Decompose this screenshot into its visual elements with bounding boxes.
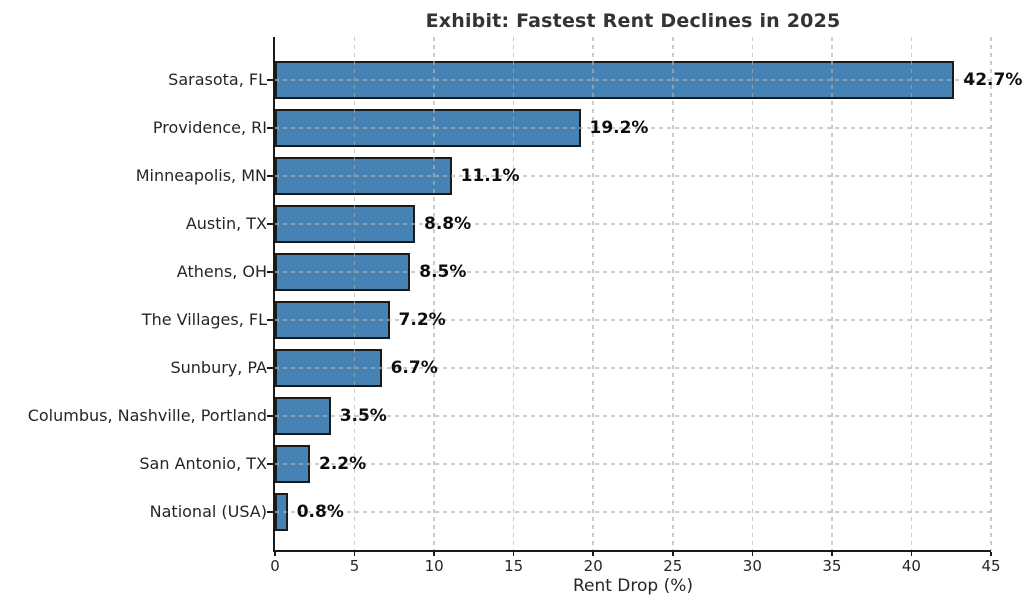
x-tick-mark: [672, 552, 674, 556]
bar-value-label: 8.5%: [419, 262, 467, 282]
x-gridline: [990, 37, 992, 550]
x-gridline: [433, 37, 435, 550]
x-gridline: [672, 37, 674, 550]
x-tick-mark: [353, 552, 356, 556]
y-gridline: [275, 511, 991, 513]
y-axis-spine: [273, 37, 275, 552]
x-tick-mark: [512, 552, 515, 556]
x-tick-label: 35: [822, 557, 842, 575]
bar-value-label: 6.7%: [390, 358, 438, 378]
category-label: Austin, TX: [185, 214, 267, 233]
y-tick-mark: [267, 511, 273, 513]
y-tick-mark: [267, 127, 273, 129]
bar-value-label: 11.1%: [460, 166, 520, 186]
x-tick-label: 0: [270, 557, 280, 575]
y-tick-mark: [267, 367, 273, 369]
x-gridline: [751, 37, 754, 550]
y-tick-mark: [267, 415, 273, 417]
y-gridline: [275, 415, 991, 417]
x-tick-label: 15: [504, 557, 524, 575]
category-label: Sunbury, PA: [170, 358, 267, 377]
category-label: Sarasota, FL: [168, 70, 267, 89]
x-tick-label: 30: [742, 557, 762, 575]
bar-value-label: 19.2%: [589, 118, 649, 138]
bar-value-label: 2.2%: [319, 454, 367, 474]
x-tick-label: 25: [663, 557, 683, 575]
bar-value-label: 7.2%: [398, 310, 446, 330]
y-gridline: [275, 319, 991, 321]
x-axis-label: Rent Drop (%): [572, 576, 694, 596]
x-tick-label: 5: [349, 557, 360, 575]
category-label: The Villages, FL: [141, 310, 267, 329]
y-tick-mark: [267, 271, 273, 273]
y-gridline: [275, 463, 991, 465]
x-gridline: [512, 37, 515, 550]
bar-value-label: 8.8%: [424, 214, 472, 234]
category-label: Minneapolis, MN: [135, 166, 267, 185]
y-tick-mark: [267, 223, 273, 225]
y-tick-mark: [267, 175, 273, 177]
x-axis-spine: [273, 550, 991, 552]
x-tick-mark: [274, 552, 276, 556]
x-tick-mark: [910, 552, 913, 556]
y-gridline: [275, 127, 991, 129]
x-tick-label: 40: [901, 557, 921, 575]
x-tick-mark: [831, 552, 833, 556]
x-tick-label: 20: [583, 557, 603, 575]
y-gridline: [275, 175, 991, 177]
bar-value-label: 42.7%: [963, 70, 1023, 90]
category-label: Athens, OH: [176, 262, 267, 281]
x-tick-label: 10: [424, 557, 444, 575]
x-gridline: [831, 37, 833, 550]
category-label: National (USA): [149, 502, 267, 521]
x-gridline: [910, 37, 913, 550]
y-tick-mark: [267, 319, 273, 321]
x-gridline: [592, 37, 594, 550]
x-tick-mark: [751, 552, 754, 556]
y-gridline: [275, 223, 991, 225]
x-tick-mark: [433, 552, 435, 556]
x-tick-label: 45: [981, 557, 1001, 575]
x-tick-mark: [990, 552, 992, 556]
x-tick-mark: [592, 552, 594, 556]
category-label: Columbus, Nashville, Portland: [27, 406, 267, 425]
plot-area: 0 5 10 15 20 25 30 35 40 45 42.7% 19.2% 11.1% 8.8% 8.5…: [267, 37, 1022, 575]
y-gridline: [275, 79, 991, 81]
category-label: Providence, RI: [152, 118, 267, 137]
category-label: San Antonio, TX: [139, 454, 267, 473]
bar-value-label: 0.8%: [296, 502, 344, 522]
y-gridline: [275, 271, 991, 273]
chart-title: Exhibit: Fastest Rent Declines in 2025: [425, 10, 841, 32]
y-gridline: [275, 367, 991, 369]
x-gridline: [353, 37, 356, 550]
bar-value-label: 3.5%: [339, 406, 387, 426]
y-tick-mark: [267, 79, 273, 81]
y-tick-mark: [267, 463, 273, 465]
